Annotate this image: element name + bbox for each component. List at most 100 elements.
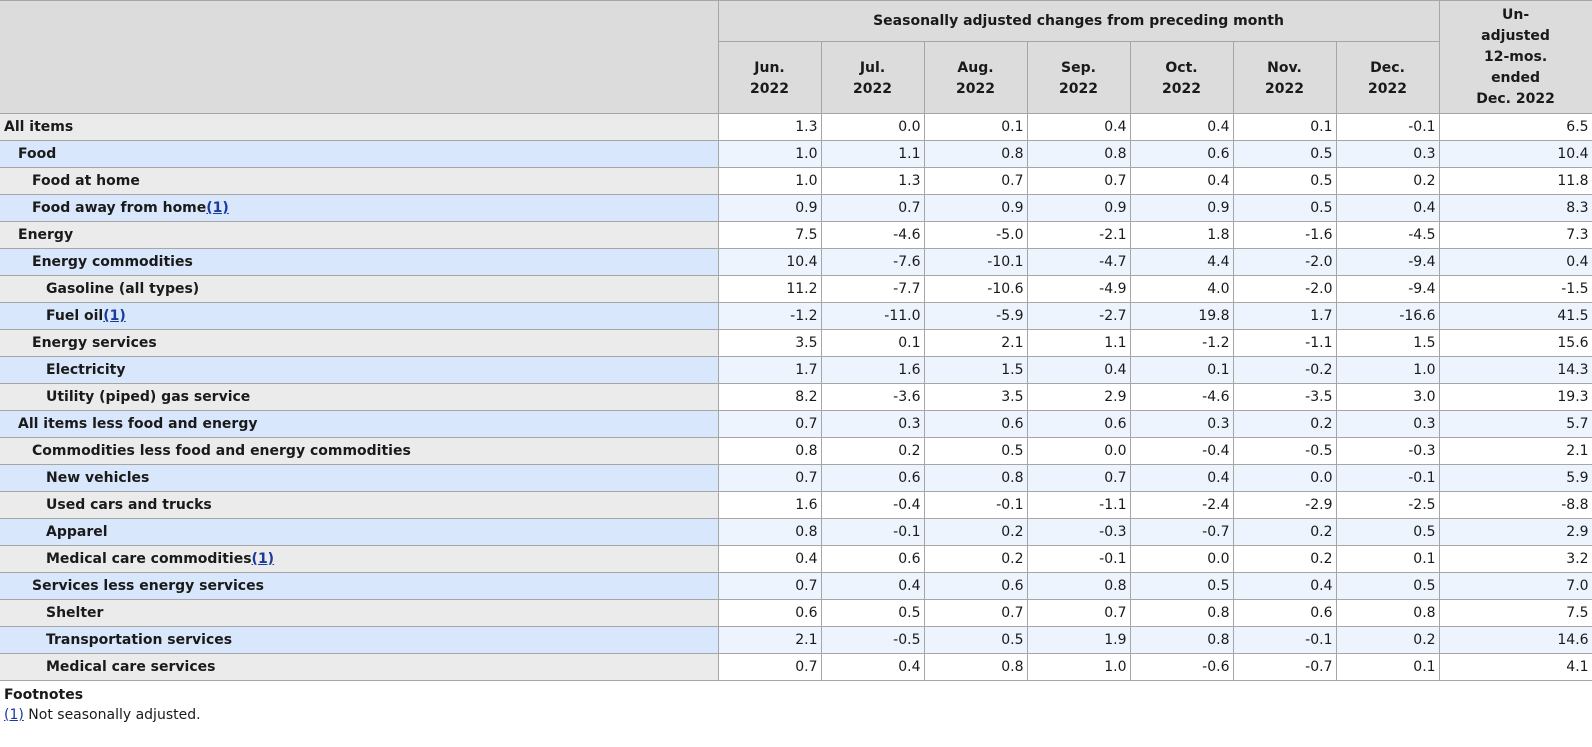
- monthly-change-cell: -0.5: [1232, 437, 1337, 465]
- monthly-change-cell: -2.5: [1335, 491, 1440, 519]
- month-header-month: Oct.: [1165, 59, 1198, 76]
- month-column-header: Sep. 2022: [1026, 41, 1131, 114]
- footnote-ref-link[interactable]: (1): [206, 200, 229, 216]
- row-label: Transportation services: [0, 626, 719, 654]
- monthly-change-cell: 1.6: [717, 491, 822, 519]
- monthly-change-cell: 10.4: [717, 248, 822, 276]
- monthly-change-cell: 0.4: [1129, 464, 1234, 492]
- monthly-change-cell: -1.2: [717, 302, 822, 330]
- monthly-change-cell: -0.6: [1129, 653, 1234, 681]
- monthly-change-cell: 0.4: [1232, 572, 1337, 600]
- monthly-change-cell: 1.5: [1335, 329, 1440, 357]
- monthly-change-cell: 0.8: [923, 140, 1028, 168]
- unadjusted-value-cell: -1.5: [1438, 275, 1592, 303]
- table-corner-header: [0, 0, 719, 114]
- footnote-ref-link[interactable]: (1): [103, 308, 126, 324]
- row-label: Commodities less food and energy commodi…: [0, 437, 719, 465]
- monthly-change-cell: 0.4: [1129, 167, 1234, 195]
- monthly-change-cell: 0.1: [1335, 545, 1440, 573]
- monthly-change-cell: -16.6: [1335, 302, 1440, 330]
- monthly-change-cell: -0.1: [820, 518, 925, 546]
- monthly-change-cell: 0.9: [1026, 194, 1131, 222]
- row-label-text: Services less energy services: [32, 578, 264, 594]
- monthly-change-cell: 0.8: [1026, 140, 1131, 168]
- table-row: Services less energy services 0.7 0.4 0.6 0.…: [0, 572, 1592, 600]
- monthly-change-cell: 0.8: [1129, 599, 1234, 627]
- monthly-change-cell: 0.2: [1232, 545, 1337, 573]
- monthly-change-cell: 0.2: [1335, 626, 1440, 654]
- monthly-change-cell: 0.5: [1129, 572, 1234, 600]
- monthly-change-cell: -10.6: [923, 275, 1028, 303]
- row-label: Used cars and trucks: [0, 491, 719, 519]
- monthly-change-cell: 1.5: [923, 356, 1028, 384]
- row-label: Fuel oil(1): [0, 302, 719, 330]
- row-label-text: Transportation services: [46, 632, 233, 648]
- table-row: Apparel 0.8 -0.1 0.2 -0.3 -0.7 0.2 0.5 2.9: [0, 518, 1592, 546]
- monthly-change-cell: -3.5: [1232, 383, 1337, 411]
- footnote-marker-link[interactable]: (1): [4, 707, 24, 723]
- unadjusted-value-cell: 7.5: [1438, 599, 1592, 627]
- monthly-change-cell: 1.6: [820, 356, 925, 384]
- footnote-item: (1) Not seasonally adjusted.: [4, 707, 1588, 723]
- monthly-change-cell: 0.7: [1026, 464, 1131, 492]
- table-row: Food 1.0 1.1 0.8 0.8 0.6 0.5 0.3 10.4: [0, 140, 1592, 168]
- monthly-change-cell: 0.6: [717, 599, 822, 627]
- monthly-change-cell: 0.2: [1335, 167, 1440, 195]
- monthly-change-cell: 0.1: [820, 329, 925, 357]
- table-row: Commodities less food and energy commodi…: [0, 437, 1592, 465]
- monthly-change-cell: 0.8: [1129, 626, 1234, 654]
- monthly-change-cell: 19.8: [1129, 302, 1234, 330]
- monthly-change-cell: 0.2: [1232, 410, 1337, 438]
- monthly-change-cell: 7.5: [717, 221, 822, 249]
- row-label: Utility (piped) gas service: [0, 383, 719, 411]
- monthly-change-cell: 0.7: [717, 464, 822, 492]
- monthly-change-cell: 0.7: [923, 167, 1028, 195]
- monthly-change-cell: 0.8: [1026, 572, 1131, 600]
- monthly-change-cell: 0.5: [820, 599, 925, 627]
- monthly-change-cell: 0.7: [820, 194, 925, 222]
- monthly-change-cell: -0.5: [820, 626, 925, 654]
- monthly-change-cell: -0.1: [1026, 545, 1131, 573]
- month-header-month: Sep.: [1061, 59, 1096, 76]
- monthly-change-cell: 1.7: [717, 356, 822, 384]
- unadjusted-value-cell: 11.8: [1438, 167, 1592, 195]
- monthly-change-cell: -5.9: [923, 302, 1028, 330]
- footnote-ref-link[interactable]: (1): [251, 551, 275, 567]
- monthly-change-cell: 0.5: [1232, 140, 1337, 168]
- row-label: Apparel: [0, 518, 719, 546]
- monthly-change-cell: 0.7: [717, 653, 822, 681]
- monthly-change-cell: 0.5: [1232, 167, 1337, 195]
- row-label-text: Used cars and trucks: [46, 497, 212, 513]
- row-label-text: Fuel oil: [46, 308, 104, 324]
- monthly-change-cell: 0.8: [923, 464, 1028, 492]
- table-row: All items 1.3 0.0 0.1 0.4 0.4 0.1 -0.1 6.5: [0, 113, 1592, 141]
- monthly-change-cell: -0.3: [1026, 518, 1131, 546]
- row-label: New vehicles: [0, 464, 719, 492]
- monthly-change-cell: 0.7: [717, 572, 822, 600]
- unadjusted-value-cell: 6.5: [1438, 113, 1592, 141]
- monthly-change-cell: 0.9: [1129, 194, 1234, 222]
- row-label: Gasoline (all types): [0, 275, 719, 303]
- footnotes-section: Footnotes (1) Not seasonally adjusted.: [0, 681, 1592, 723]
- table-row: Used cars and trucks 1.6 -0.4 -0.1 -1.1 -2.4-…: [0, 491, 1592, 519]
- month-column-header: Oct. 2022: [1129, 41, 1234, 114]
- monthly-change-cell: -2.4: [1129, 491, 1234, 519]
- month-header-year: 2022: [1368, 80, 1408, 97]
- monthly-change-cell: 0.5: [1232, 194, 1337, 222]
- row-label-text: Energy: [18, 227, 74, 243]
- row-label: Shelter: [0, 599, 719, 627]
- row-label-text: Medical care services: [46, 659, 216, 675]
- monthly-change-cell: 2.1: [717, 626, 822, 654]
- monthly-change-cell: -1.6: [1232, 221, 1337, 249]
- monthly-change-cell: -3.6: [820, 383, 925, 411]
- monthly-change-cell: -10.1: [923, 248, 1028, 276]
- unadjusted-value-cell: 5.9: [1438, 464, 1592, 492]
- row-label-text: Energy commodities: [32, 254, 193, 270]
- unadjusted-value-cell: 4.1: [1438, 653, 1592, 681]
- monthly-change-cell: 0.3: [1335, 410, 1440, 438]
- monthly-change-cell: 0.7: [923, 599, 1028, 627]
- table-row: Medical care services 0.7 0.4 0.8 1.0 -0.6 -0.…: [0, 653, 1592, 681]
- month-header-year: 2022: [853, 80, 892, 97]
- row-label-text: Food: [18, 146, 57, 162]
- monthly-change-cell: 0.9: [717, 194, 822, 222]
